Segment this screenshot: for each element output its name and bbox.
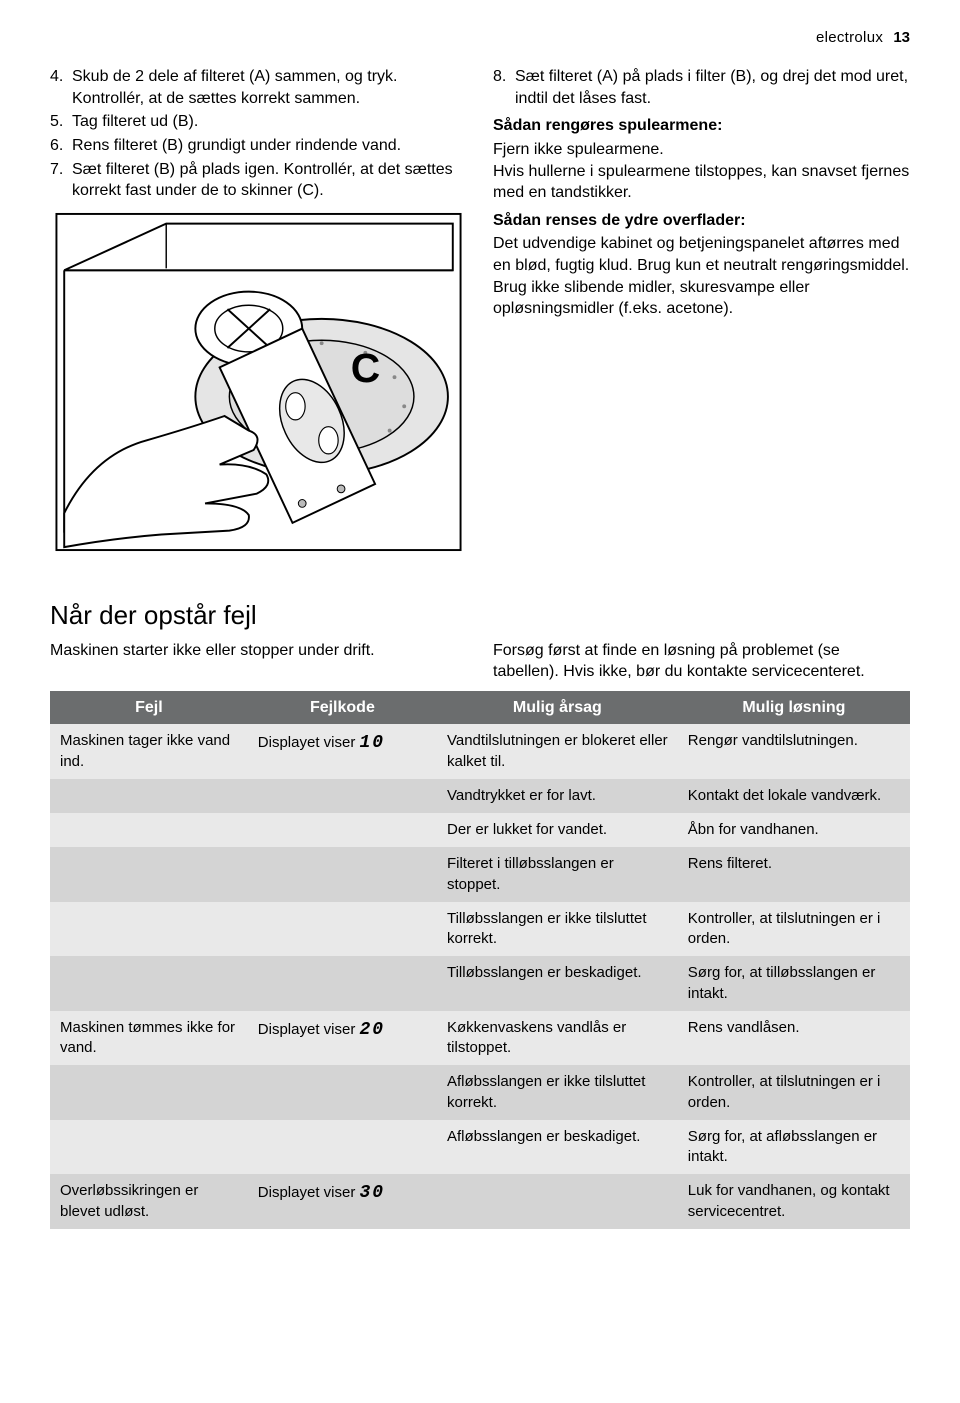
- page-header: electrolux 13: [50, 28, 910, 48]
- table-cell: Sørg for, at tilløbsslangen er intakt.: [678, 956, 910, 1011]
- table-cell: Sørg for, at afløbsslangen er intakt.: [678, 1120, 910, 1175]
- table-cell: [248, 847, 437, 902]
- table-cell: Rengør vandtilslutningen.: [678, 724, 910, 779]
- step-8: 8. Sæt filteret (A) på plads i filter (B…: [493, 66, 910, 109]
- table-cell: Luk for vandhanen, og kontakt servicecen…: [678, 1174, 910, 1229]
- step-6: 6.Rens filteret (B) grundigt under rinde…: [50, 135, 467, 157]
- table-cell: [248, 902, 437, 957]
- table-cell: Afløbsslangen er ikke tilsluttet korrekt…: [437, 1065, 678, 1120]
- steps-list-left: 4.Skub de 2 dele af filteret (A) sammen,…: [50, 66, 467, 202]
- table-cell: [50, 813, 248, 847]
- table-cell: [50, 902, 248, 957]
- table-row: Tilløbsslangen er ikke tilsluttet korrek…: [50, 902, 910, 957]
- table-cell: Filteret i tilløbsslangen er stoppet.: [437, 847, 678, 902]
- th-fejl: Fejl: [50, 691, 248, 725]
- table-cell: [437, 1174, 678, 1229]
- table-row: Der er lukket for vandet.Åbn for vandhan…: [50, 813, 910, 847]
- faults-intro-left: Maskinen starter ikke eller stopper unde…: [50, 640, 467, 683]
- brand-text: electrolux: [816, 29, 883, 46]
- table-cell: Tilløbsslangen er ikke tilsluttet korrek…: [437, 902, 678, 957]
- table-cell: Kontakt det lokale vandværk.: [678, 779, 910, 813]
- table-cell: [248, 1065, 437, 1120]
- table-cell: Displayet viser 30: [248, 1174, 437, 1229]
- p-spray-1: Fjern ikke spulearmene.: [493, 139, 910, 161]
- table-row: Vandtrykket er for lavt.Kontakt det loka…: [50, 779, 910, 813]
- p-outer: Det udvendige kabinet og betjeningspanel…: [493, 233, 910, 319]
- table-row: Afløbsslangen er ikke tilsluttet korrekt…: [50, 1065, 910, 1120]
- table-cell: [50, 956, 248, 1011]
- table-cell: [248, 956, 437, 1011]
- table-cell: Displayet viser 20: [248, 1011, 437, 1066]
- table-row: Tilløbsslangen er beskadiget.Sørg for, a…: [50, 956, 910, 1011]
- th-arsag: Mulig årsag: [437, 691, 678, 725]
- illustration-label-c: C: [351, 345, 380, 391]
- table-row: Maskinen tømmes ikke for vand.Displayet …: [50, 1011, 910, 1066]
- table-cell: Rens vandlåsen.: [678, 1011, 910, 1066]
- table-row: Overløbssikringen er blevet udløst.Displ…: [50, 1174, 910, 1229]
- heading-spray-arms: Sådan rengøres spulearmene:: [493, 115, 910, 137]
- table-cell: [50, 779, 248, 813]
- table-cell: [50, 1065, 248, 1120]
- table-cell: Maskinen tømmes ikke for vand.: [50, 1011, 248, 1066]
- table-cell: [248, 1120, 437, 1175]
- table-cell: Rens filteret.: [678, 847, 910, 902]
- filter-illustration: C: [50, 212, 467, 552]
- table-cell: Der er lukket for vandet.: [437, 813, 678, 847]
- table-cell: Maskinen tager ikke vand ind.: [50, 724, 248, 779]
- table-row: Filteret i tilløbsslangen er stoppet.Ren…: [50, 847, 910, 902]
- table-cell: [50, 847, 248, 902]
- table-cell: Overløbssikringen er blevet udløst.: [50, 1174, 248, 1229]
- table-cell: Tilløbsslangen er beskadiget.: [437, 956, 678, 1011]
- fault-table: Fejl Fejlkode Mulig årsag Mulig løsning …: [50, 691, 910, 1229]
- table-cell: [50, 1120, 248, 1175]
- p-spray-2: Hvis hullerne i spulearmene tilstoppes, …: [493, 161, 910, 204]
- table-cell: Kontroller, at tilslutningen er i orden.: [678, 902, 910, 957]
- heading-outer-surfaces: Sådan renses de ydre overflader:: [493, 210, 910, 232]
- th-fejlkode: Fejlkode: [248, 691, 437, 725]
- step-5: 5.Tag filteret ud (B).: [50, 111, 467, 133]
- table-cell: Vandtilslutningen er blokeret eller kalk…: [437, 724, 678, 779]
- table-cell: Afløbsslangen er beskadiget.: [437, 1120, 678, 1175]
- th-losning: Mulig løsning: [678, 691, 910, 725]
- table-cell: [248, 813, 437, 847]
- faults-title: Når der opstår fejl: [50, 598, 910, 633]
- step-7: 7.Sæt filteret (B) på plads igen. Kontro…: [50, 159, 467, 202]
- step-4: 4.Skub de 2 dele af filteret (A) sammen,…: [50, 66, 467, 109]
- table-row: Afløbsslangen er beskadiget.Sørg for, at…: [50, 1120, 910, 1175]
- table-row: Maskinen tager ikke vand ind.Displayet v…: [50, 724, 910, 779]
- table-cell: [248, 779, 437, 813]
- faults-intro-right: Forsøg først at finde en løsning på prob…: [493, 640, 910, 683]
- table-cell: Kontroller, at tilslutningen er i orden.: [678, 1065, 910, 1120]
- table-cell: Vandtrykket er for lavt.: [437, 779, 678, 813]
- table-cell: Køkkenvaskens vandlås er tilstoppet.: [437, 1011, 678, 1066]
- table-cell: Displayet viser 10: [248, 724, 437, 779]
- page-number: 13: [893, 29, 910, 46]
- table-cell: Åbn for vandhanen.: [678, 813, 910, 847]
